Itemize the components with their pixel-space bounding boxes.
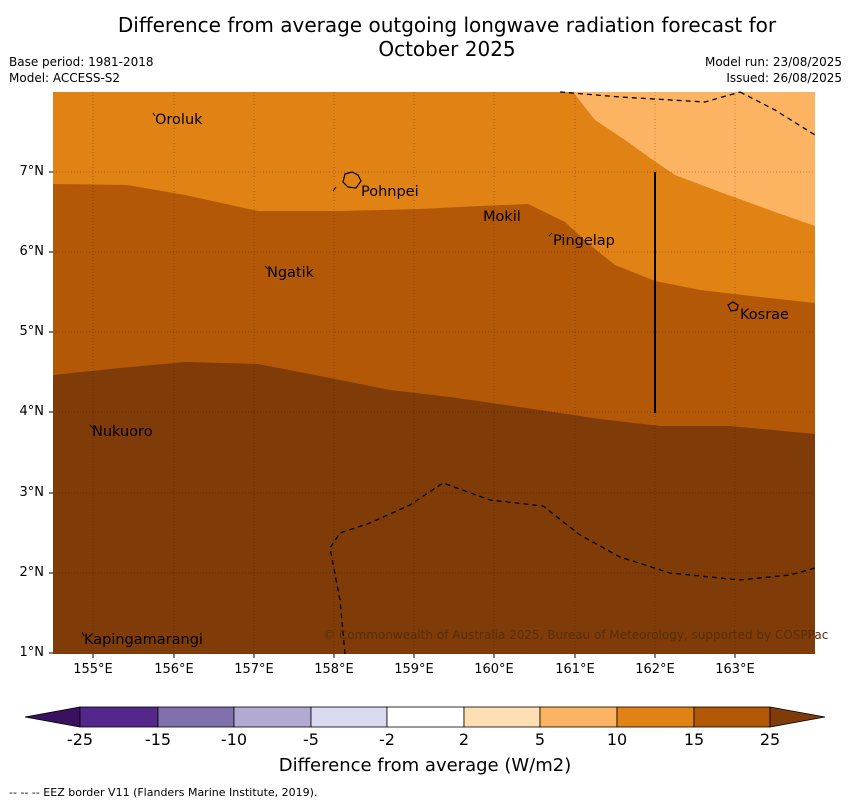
x-tick-161e: 161°E xyxy=(555,662,595,677)
base-period: Base period: 1981-2018 xyxy=(9,55,154,69)
x-tick-158e: 158°E xyxy=(314,662,354,677)
colorbar xyxy=(24,706,826,728)
x-tick-163e: 163°E xyxy=(715,662,755,677)
y-tick-6n: 6°N xyxy=(19,244,45,259)
colorbar-seg-5 xyxy=(386,706,465,728)
colorbar-low-arrow xyxy=(24,706,81,728)
region-above-25 xyxy=(53,362,815,654)
eez-border-top xyxy=(559,91,741,103)
colorbar-label-4: -5 xyxy=(303,730,319,749)
x-tick-157e: 157°E xyxy=(234,662,274,677)
x-tick-160e: 160°E xyxy=(474,662,514,677)
meta-left: Base period: 1981-2018 Model: ACCESS-S2 xyxy=(9,54,154,86)
title-line-2: October 2025 xyxy=(378,37,516,61)
colorbar-seg-7 xyxy=(539,706,618,728)
colorbar-seg-6 xyxy=(463,706,541,728)
eez-legend-note: -- -- -- EEZ border V11 (Flanders Marine… xyxy=(9,786,318,799)
axis-ticks xyxy=(49,171,736,658)
copyright-notice: © Commonwealth of Australia 2025, Bureau… xyxy=(323,628,829,642)
nukuoro-mark xyxy=(89,424,94,429)
colorbar-label-9: 15 xyxy=(683,730,705,749)
colorbar-title: Difference from average (W/m2) xyxy=(278,755,572,776)
colorbar-label-8: 10 xyxy=(606,730,628,749)
colorbar-label-2: -15 xyxy=(144,730,172,749)
place-label-oroluk: Oroluk xyxy=(155,112,203,128)
colorbar-seg-4 xyxy=(310,706,388,728)
colorbar-seg-8 xyxy=(616,706,695,728)
pohnpei-island xyxy=(342,171,362,189)
kosrae-island xyxy=(727,301,739,312)
map-title: Difference from average outgoing longwav… xyxy=(0,13,850,61)
y-tick-2n: 2°N xyxy=(19,565,45,580)
y-tick-3n: 3°N xyxy=(19,485,45,500)
colorbar-label-10: 25 xyxy=(759,730,781,749)
x-tick-155e: 155°E xyxy=(73,662,113,677)
kapinga-mark xyxy=(81,631,85,637)
title-line-1: Difference from average outgoing longwav… xyxy=(117,13,777,37)
meta-right: Model run: 23/08/2025 Issued: 26/08/2025 xyxy=(705,54,842,86)
y-tick-1n: 1°N xyxy=(19,645,45,660)
colorbar-label-6: 2 xyxy=(458,730,470,749)
colorbar-seg-3 xyxy=(233,706,312,728)
eez-border-right xyxy=(739,91,816,136)
place-label-pingelap: Pingelap xyxy=(553,233,615,249)
region-10-15 xyxy=(53,92,815,303)
y-tick-4n: 4°N xyxy=(19,404,45,419)
model-name: Model: ACCESS-S2 xyxy=(9,71,121,85)
y-tick-5n: 5°N xyxy=(19,324,45,339)
colorbar-label-1: -25 xyxy=(66,730,94,749)
place-label-ngatik: Ngatik xyxy=(267,265,315,281)
colorbar-label-5: -2 xyxy=(379,730,395,749)
eez-border-south xyxy=(329,482,816,655)
colorbar-seg-2 xyxy=(157,706,235,728)
colorbar-seg-9 xyxy=(693,706,771,728)
region-5-10 xyxy=(573,92,815,226)
place-label-nukuoro: Nukuoro xyxy=(92,424,153,440)
colorbar-label-7: 5 xyxy=(534,730,546,749)
grid-lines xyxy=(53,92,815,654)
colorbar-seg-1 xyxy=(79,706,159,728)
eez-borders xyxy=(329,91,816,655)
colorbar-label-3: -10 xyxy=(220,730,248,749)
place-label-pohnpei: Pohnpei xyxy=(361,184,419,200)
x-tick-156e: 156°E xyxy=(154,662,194,677)
pingelap-mark xyxy=(548,232,553,237)
place-label-mokil: Mokil xyxy=(483,209,521,225)
ngatik-mark xyxy=(264,265,269,270)
colorbar-high-arrow xyxy=(769,706,826,728)
y-tick-7n: 7°N xyxy=(19,164,45,179)
x-tick-162e: 162°E xyxy=(635,662,675,677)
issued-date: Issued: 26/08/2025 xyxy=(726,71,842,85)
place-label-kapingamarangi: Kapingamarangi xyxy=(84,632,203,648)
pohnpei-islet xyxy=(332,186,337,192)
x-tick-159e: 159°E xyxy=(394,662,434,677)
place-label-kosrae: Kosrae xyxy=(740,307,789,323)
model-run: Model run: 23/08/2025 xyxy=(704,55,842,69)
oroluk-mark xyxy=(152,112,156,117)
